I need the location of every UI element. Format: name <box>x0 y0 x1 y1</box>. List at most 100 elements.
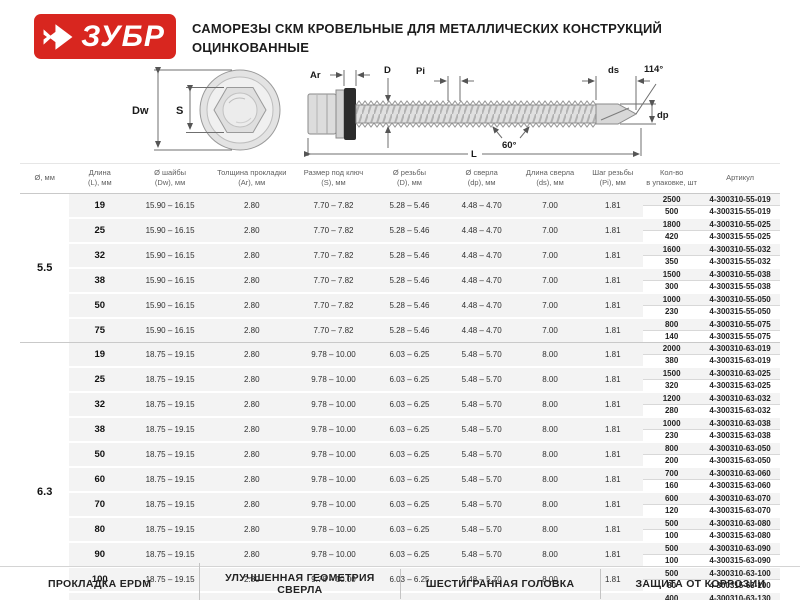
spec-cell: 2.80 <box>209 219 294 245</box>
qty-cell: 500 <box>643 518 701 530</box>
article-cell: 4-300310-63-019 <box>700 343 780 355</box>
zubr-arrow-icon <box>43 23 73 50</box>
spec-cell: 6.03 – 6.25 <box>373 418 446 444</box>
spec-cell: 15.90 – 16.15 <box>130 319 210 344</box>
article-cell: 4-300315-63-038 <box>700 429 780 444</box>
page-title: САМОРЕЗЫ СКМ КРОВЕЛЬНЫЕ ДЛЯ МЕТАЛЛИЧЕСКИ… <box>192 20 772 58</box>
spec-cell: 8.00 <box>517 393 583 419</box>
pi-dimension: Pi <box>416 66 474 101</box>
spec-cell: 5.48 – 5.70 <box>445 543 518 569</box>
spec-cell: 7.00 <box>517 194 583 220</box>
spec-cell: 8.00 <box>517 468 583 494</box>
table-subrow: 280 4-300315-63-032 <box>20 404 780 419</box>
spec-cell: 8.00 <box>517 543 583 569</box>
article-cell: 4-300315-55-075 <box>700 330 780 344</box>
spec-cell: 5.48 – 5.70 <box>445 368 518 394</box>
spec-cell: 2.80 <box>209 244 294 270</box>
qty-cell: 1800 <box>643 219 701 231</box>
article-cell: 4-300310-63-070 <box>700 493 780 505</box>
article-cell: 4-300315-55-050 <box>700 305 780 320</box>
spec-cell: 6.03 – 6.25 <box>373 518 446 544</box>
qty-cell: 320 <box>643 379 701 394</box>
d-dimension: D <box>384 65 391 148</box>
spec-cell: 2.80 <box>209 543 294 569</box>
spec-cell: 5.28 – 5.46 <box>373 294 446 320</box>
spec-cell: 9.78 – 10.00 <box>293 543 374 569</box>
spec-cell: 9.78 – 10.00 <box>293 493 374 519</box>
spec-cell: 1.81 <box>582 244 644 270</box>
spec-cell: 4.48 – 4.70 <box>445 269 518 295</box>
ar-label: Ar <box>310 70 321 81</box>
article-cell: 4-300315-63-032 <box>700 404 780 419</box>
table-row: 38 15.90 – 16.15 2.80 7.70 – 7.82 5.28 – 5.4… <box>20 269 780 295</box>
spec-cell: 7.00 <box>517 294 583 320</box>
table-subrow: 420 4-300315-55-025 <box>20 230 780 245</box>
spec-cell: 18.75 – 19.15 <box>130 543 210 569</box>
spec-cell: 18.75 – 19.15 <box>130 468 210 494</box>
diameter-group-5.5: 5.5 19 15.90 – 16.15 2.80 7.70 – 7.82 5.28 – … <box>20 194 780 344</box>
length-cell: 60 <box>69 468 131 494</box>
spec-cell: 6.03 – 6.25 <box>373 343 446 369</box>
table-subrow: 380 4-300315-63-019 <box>20 354 780 369</box>
spec-cell: 7.70 – 7.82 <box>293 194 374 220</box>
spec-cell: 7.00 <box>517 319 583 344</box>
article-cell: 4-300310-55-050 <box>700 294 780 306</box>
spec-cell: 5.48 – 5.70 <box>445 393 518 419</box>
table-subrow: 350 4-300315-55-032 <box>20 255 780 270</box>
qty-cell: 420 <box>643 230 701 245</box>
spec-cell: 1.81 <box>582 194 644 220</box>
spec-cell: 1.81 <box>582 568 644 594</box>
spec-cell: 1.81 <box>582 518 644 544</box>
col-header-drill: Ø сверла (dp), мм <box>445 163 518 195</box>
spec-cell: 4.48 – 4.70 <box>445 194 518 220</box>
screw-side-view-diagram: Ar D Pi ds 11 <box>304 64 669 160</box>
length-cell: 25 <box>69 368 131 394</box>
pi-label: Pi <box>416 66 425 77</box>
table-subrow: 230 4-300315-55-050 <box>20 305 780 320</box>
article-cell: 4-300315-55-032 <box>700 255 780 270</box>
qty-cell: 500 <box>643 568 701 580</box>
spec-cell: 15.90 – 16.15 <box>130 294 210 320</box>
spec-cell: 2.80 <box>209 493 294 519</box>
spec-cell: 5.48 – 5.70 <box>445 418 518 444</box>
table-subrow: 160 4-300315-63-060 <box>20 479 780 494</box>
article-cell: 4-300310-55-038 <box>700 269 780 281</box>
qty-cell: 120 <box>643 504 701 519</box>
article-cell: 4-300315-63-060 <box>700 479 780 494</box>
spec-cell: 7.00 <box>517 269 583 295</box>
diameter-group-label: 5.5 <box>20 194 70 344</box>
qty-cell: 280 <box>643 404 701 419</box>
qty-cell: 500 <box>643 205 701 220</box>
qty-cell: 350 <box>643 255 701 270</box>
feature-hex-head: ШЕСТИГРАННАЯ ГОЛОВКА <box>399 568 600 599</box>
spec-cell: 2.80 <box>209 368 294 394</box>
angle-60-label: 60° <box>502 140 517 151</box>
qty-cell: 1000 <box>643 294 701 306</box>
spec-cell: 1.81 <box>582 368 644 394</box>
spec-cell: 8.00 <box>517 443 583 469</box>
spec-cell: 6.03 – 6.25 <box>373 443 446 469</box>
length-cell: 75 <box>69 319 131 344</box>
article-cell: 4-300310-63-025 <box>700 368 780 380</box>
spec-cell: 1.81 <box>582 418 644 444</box>
spec-cell: 7.70 – 7.82 <box>293 319 374 344</box>
table-row: 25 15.90 – 16.15 2.80 7.70 – 7.82 5.28 – 5.4… <box>20 219 780 245</box>
spec-cell: 5.48 – 5.70 <box>445 593 518 600</box>
spec-cell: 6.03 – 6.25 <box>373 593 446 600</box>
diagram-section: Dw S <box>0 58 800 162</box>
spec-cell: 4.48 – 4.70 <box>445 294 518 320</box>
spec-cell: 6.03 – 6.25 <box>373 468 446 494</box>
col-header-article: Артикул <box>700 163 780 195</box>
spec-cell: 18.75 – 19.15 <box>130 343 210 369</box>
spec-cell: 5.48 – 5.70 <box>445 518 518 544</box>
table-row: 70 18.75 – 19.15 2.80 9.78 – 10.00 6.03 – 6.… <box>20 493 780 519</box>
spec-cell: 9.78 – 10.00 <box>293 343 374 369</box>
spec-cell: 9.78 – 10.00 <box>293 368 374 394</box>
article-cell: 4-300315-55-038 <box>700 280 780 295</box>
spec-cell: 6.03 – 6.25 <box>373 543 446 569</box>
spec-cell: 18.75 – 19.15 <box>130 418 210 444</box>
article-cell: 4-300315-63-100 <box>700 579 780 594</box>
table-row: 13018.75 – 19.152.809.78 – 10.006.03 – 6… <box>20 593 780 600</box>
article-cell: 4-300315-55-019 <box>700 205 780 220</box>
spec-cell: 1.81 <box>582 593 644 600</box>
